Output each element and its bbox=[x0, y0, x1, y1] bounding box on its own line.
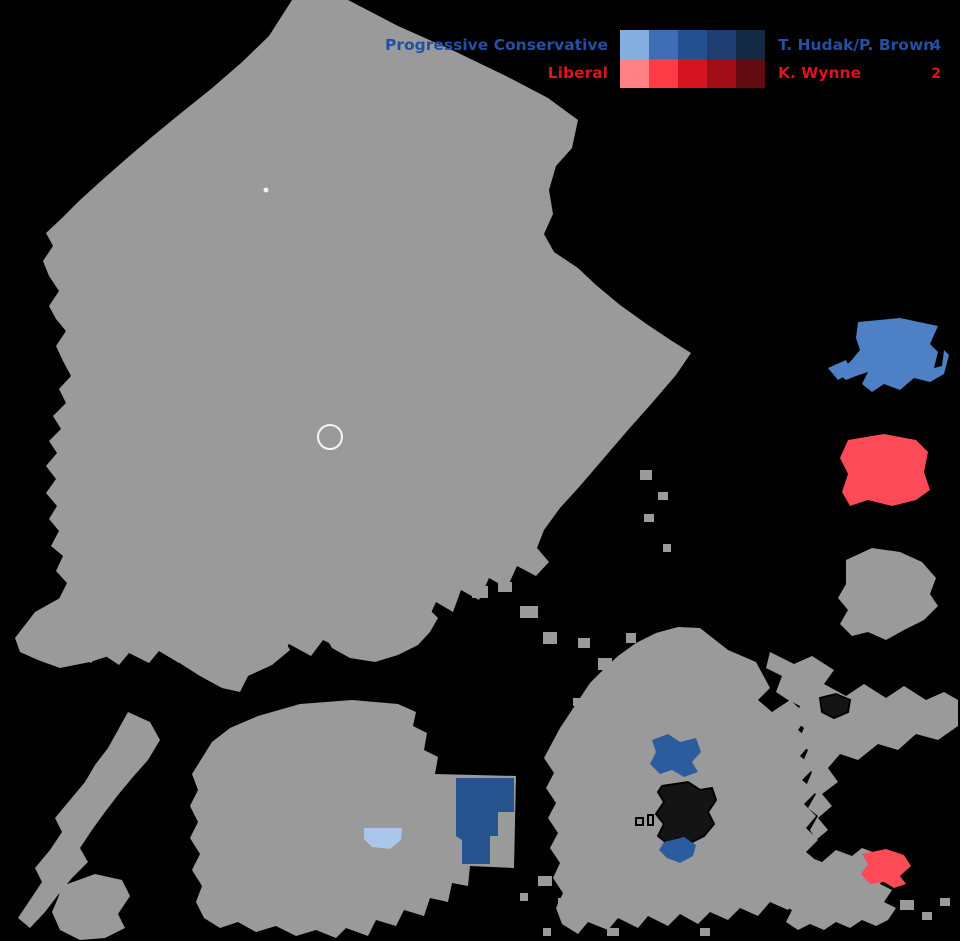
small-lake-dot bbox=[263, 187, 269, 193]
inset-ribbon-region bbox=[18, 712, 160, 940]
riding-sudbury-inset bbox=[840, 434, 930, 506]
riding-whitby-oshawa-inset bbox=[456, 778, 514, 864]
inset-city-northwest bbox=[15, 590, 128, 668]
riding-sault-ste-marie-inset bbox=[828, 318, 949, 392]
liberal-margin-swatch-1 bbox=[620, 59, 649, 88]
liberal-margin-swatch-4 bbox=[707, 59, 736, 88]
main-map bbox=[43, 0, 958, 936]
legend-seats-liberal: 2 bbox=[931, 66, 941, 82]
legend-leaders-pc: T. Hudak/P. Brown bbox=[778, 36, 934, 54]
pc-margin-swatch-5 bbox=[736, 30, 765, 59]
pc-margin-swatch-1 bbox=[620, 30, 649, 59]
legend-party-pc-label: Progressive Conservative bbox=[385, 36, 608, 54]
riding-scarborough-rouge-river-inset bbox=[364, 828, 402, 849]
inset-city-northeast bbox=[322, 590, 438, 662]
pc-margin-swatch-2 bbox=[649, 30, 678, 59]
city-insets bbox=[15, 318, 950, 940]
pc-margin-swatch-4 bbox=[707, 30, 736, 59]
inset-city-north-central bbox=[160, 590, 290, 692]
inset-ottawa-area bbox=[778, 848, 950, 930]
liberal-margin-swatch-3 bbox=[678, 59, 707, 88]
region-northern-ontario bbox=[43, 0, 691, 665]
riding-niagara-west-glanbrook bbox=[659, 837, 696, 863]
liberal-margin-swatch-2 bbox=[649, 59, 678, 88]
riding-whitby-oshawa bbox=[650, 734, 701, 777]
riding-ottawa-vanier bbox=[861, 849, 911, 888]
inset-city-gray-east bbox=[838, 548, 938, 640]
pc-margin-swatch-3 bbox=[678, 30, 707, 59]
legend: Progressive Conservative T. Hudak/P. Bro… bbox=[385, 30, 941, 88]
inset-gta bbox=[190, 700, 516, 938]
lake-nipigon bbox=[317, 424, 343, 450]
liberal-margin-swatch-5 bbox=[736, 59, 765, 88]
legend-leaders-liberal: K. Wynne bbox=[778, 64, 861, 82]
ottawa-inset-indicator bbox=[818, 692, 852, 720]
region-southern-ontario bbox=[544, 627, 818, 934]
toronto-inset-indicator bbox=[654, 780, 718, 846]
legend-seats-pc: 4 bbox=[931, 38, 941, 54]
region-eastern-ontario bbox=[766, 652, 958, 840]
legend-party-liberal-label: Liberal bbox=[548, 64, 608, 82]
hamilton-inset-indicator bbox=[635, 814, 654, 826]
